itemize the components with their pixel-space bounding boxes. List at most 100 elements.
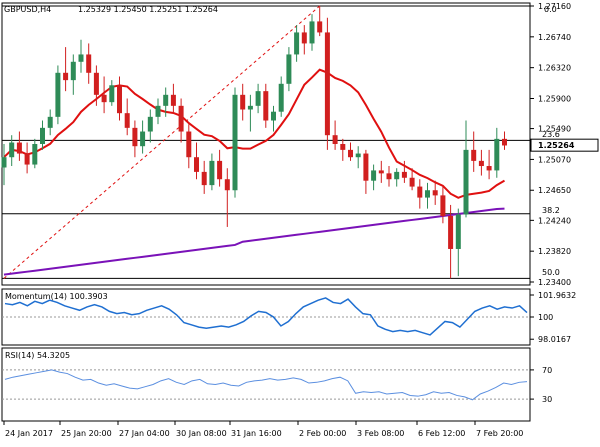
rsi-tick-label: 30: [542, 395, 552, 404]
candle[interactable]: [78, 39, 84, 73]
candle[interactable]: [348, 142, 353, 161]
candle[interactable]: [301, 25, 307, 55]
candle[interactable]: [486, 149, 492, 180]
candle-body: [294, 32, 300, 55]
candle-body: [186, 131, 192, 158]
candle[interactable]: [425, 182, 430, 209]
candle-body: [32, 144, 38, 165]
candle[interactable]: [471, 131, 477, 172]
candle-body: [78, 54, 84, 62]
candle[interactable]: [286, 47, 292, 92]
candle[interactable]: [455, 208, 461, 277]
candle[interactable]: [232, 87, 238, 198]
candle-body: [132, 127, 138, 147]
candle[interactable]: [263, 83, 269, 128]
candle-body: [401, 171, 407, 178]
candle[interactable]: [294, 25, 300, 62]
candle[interactable]: [70, 54, 76, 95]
candle-body: [263, 91, 269, 121]
candle[interactable]: [93, 65, 99, 106]
candle[interactable]: [271, 105, 276, 132]
candle[interactable]: [140, 120, 146, 154]
chart-header-symbol: GBPUSD,H4: [4, 5, 51, 14]
time-tick-label: 27 Jan 04:00: [119, 429, 170, 438]
price-tick-label: 1.26320: [538, 64, 571, 73]
candle[interactable]: [478, 149, 484, 176]
candle-body: [317, 21, 323, 33]
candle[interactable]: [109, 80, 115, 106]
candle-body: [16, 142, 22, 154]
current-price-label: 1.25264: [538, 141, 575, 150]
candle[interactable]: [55, 65, 61, 125]
fib-level-0-label: 0.0: [544, 5, 557, 14]
candle[interactable]: [255, 83, 261, 114]
candle[interactable]: [117, 76, 122, 121]
candle-body: [40, 127, 45, 144]
candle[interactable]: [132, 120, 138, 158]
fib-level-50-label: 50.0: [542, 268, 560, 277]
candle-body: [478, 160, 484, 167]
candle[interactable]: [86, 43, 92, 84]
candle-body: [286, 54, 292, 84]
candle[interactable]: [47, 109, 53, 136]
candle-body: [386, 173, 392, 180]
candle[interactable]: [494, 127, 500, 178]
candle[interactable]: [247, 94, 253, 132]
candle[interactable]: [240, 83, 246, 121]
candle[interactable]: [63, 47, 69, 92]
candle[interactable]: [1, 144, 7, 186]
rsi-tick-label: 70: [542, 366, 552, 375]
candle[interactable]: [201, 160, 207, 194]
candle[interactable]: [147, 109, 153, 143]
candle[interactable]: [32, 138, 38, 169]
candle[interactable]: [194, 142, 199, 180]
candle[interactable]: [16, 131, 22, 161]
candle[interactable]: [309, 14, 315, 51]
candle[interactable]: [217, 149, 223, 187]
candle[interactable]: [448, 204, 454, 279]
candle[interactable]: [24, 142, 30, 174]
candle[interactable]: [170, 83, 176, 114]
candle[interactable]: [463, 120, 469, 218]
candle-body: [324, 32, 330, 136]
candle[interactable]: [409, 168, 415, 191]
candle[interactable]: [502, 131, 507, 150]
candle-body: [86, 54, 92, 73]
candle[interactable]: [178, 98, 184, 143]
candle[interactable]: [378, 160, 384, 183]
candle[interactable]: [386, 166, 392, 187]
candle[interactable]: [317, 6, 323, 37]
price-tick-label: 1.26740: [538, 33, 571, 42]
candle-body: [378, 170, 384, 174]
candle-body: [55, 72, 61, 117]
time-tick-label: 24 Jan 2017: [5, 429, 53, 438]
candle[interactable]: [440, 186, 446, 224]
candle[interactable]: [371, 164, 377, 191]
candle[interactable]: [324, 17, 330, 150]
candle[interactable]: [209, 153, 215, 191]
candle[interactable]: [163, 87, 169, 117]
time-tick-label: 30 Jan 08:00: [176, 429, 227, 438]
candle-body: [9, 142, 15, 158]
candle[interactable]: [417, 179, 423, 209]
candle[interactable]: [432, 180, 438, 205]
candle-body: [371, 170, 377, 181]
candle-body: [209, 160, 215, 186]
candle[interactable]: [186, 124, 192, 169]
candle[interactable]: [101, 76, 107, 114]
candle[interactable]: [224, 168, 230, 227]
candle[interactable]: [355, 146, 361, 169]
candle[interactable]: [278, 76, 284, 117]
candle[interactable]: [40, 120, 45, 150]
candle[interactable]: [363, 149, 369, 194]
candle[interactable]: [9, 135, 15, 167]
candle[interactable]: [332, 120, 338, 150]
candle[interactable]: [155, 98, 161, 125]
candle[interactable]: [340, 138, 346, 161]
candle-body: [147, 116, 153, 132]
candle[interactable]: [394, 168, 400, 187]
candle[interactable]: [124, 98, 130, 136]
candle[interactable]: [401, 160, 407, 183]
candle-body: [409, 177, 415, 187]
